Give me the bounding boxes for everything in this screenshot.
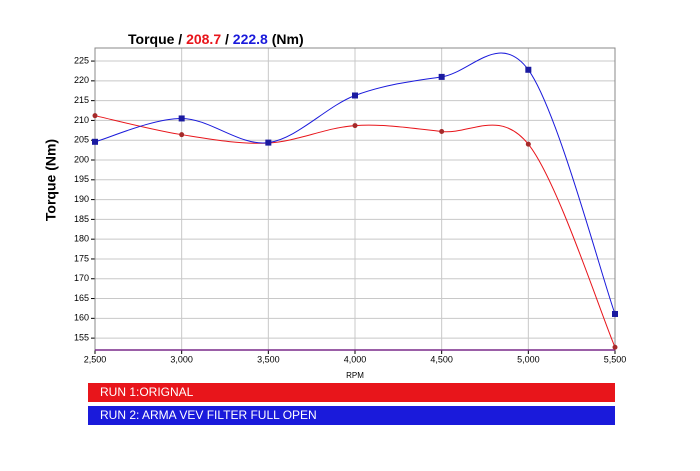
point xyxy=(438,73,445,80)
chart-title: Torque / 208.7 / 222.8 (Nm) xyxy=(128,31,304,47)
title-peak-1: 208.7 xyxy=(186,31,221,47)
y-tick-label: 160 xyxy=(74,313,89,323)
x-tick-label: 2,500 xyxy=(84,354,107,364)
legend-swatch xyxy=(88,406,615,425)
legend-label: RUN 2: ARMA VEV FILTER FULL OPEN xyxy=(100,408,317,422)
y-tick-label: 195 xyxy=(74,174,89,184)
x-tick-label: 5,500 xyxy=(604,354,627,364)
x-tick-label: 4,000 xyxy=(344,354,367,364)
point xyxy=(525,66,532,73)
title-peak-2: 222.8 xyxy=(233,31,268,47)
point xyxy=(525,141,531,147)
x-axis-label: RPM xyxy=(346,371,364,380)
y-tick-label: 170 xyxy=(74,273,89,283)
x-tick-label: 3,000 xyxy=(170,354,193,364)
point xyxy=(92,113,98,119)
x-tick-label: 4,500 xyxy=(430,354,453,364)
y-tick-label: 220 xyxy=(74,75,89,85)
title-prefix: Torque xyxy=(128,31,175,47)
point xyxy=(352,92,358,99)
y-tick-label: 205 xyxy=(74,135,89,145)
y-tick-label: 180 xyxy=(74,234,89,244)
legend-swatch xyxy=(88,383,615,402)
y-tick-label: 165 xyxy=(74,293,89,303)
point xyxy=(265,139,272,146)
y-tick-label: 200 xyxy=(74,154,89,164)
point xyxy=(92,138,98,145)
point xyxy=(178,115,185,122)
y-tick-label: 225 xyxy=(74,55,89,65)
point xyxy=(179,132,185,138)
title-unit: (Nm) xyxy=(272,31,304,47)
y-tick-label: 155 xyxy=(74,333,89,343)
point xyxy=(352,123,358,129)
title-separator: / xyxy=(225,31,229,47)
y-tick-label: 215 xyxy=(74,95,89,105)
y-axis-label: Torque (Nm) xyxy=(43,139,59,221)
legend-label: RUN 1:ORIGNAL xyxy=(100,385,194,399)
point xyxy=(439,129,445,135)
point xyxy=(612,310,618,317)
y-tick-label: 175 xyxy=(74,253,89,263)
y-tick-label: 190 xyxy=(74,194,89,204)
point xyxy=(612,344,618,350)
x-tick-label: 3,500 xyxy=(257,354,280,364)
y-tick-label: 210 xyxy=(74,115,89,125)
x-tick-label: 5,000 xyxy=(517,354,540,364)
series-line xyxy=(94,52,616,315)
y-tick-label: 185 xyxy=(74,214,89,224)
title-separator: / xyxy=(178,31,182,47)
